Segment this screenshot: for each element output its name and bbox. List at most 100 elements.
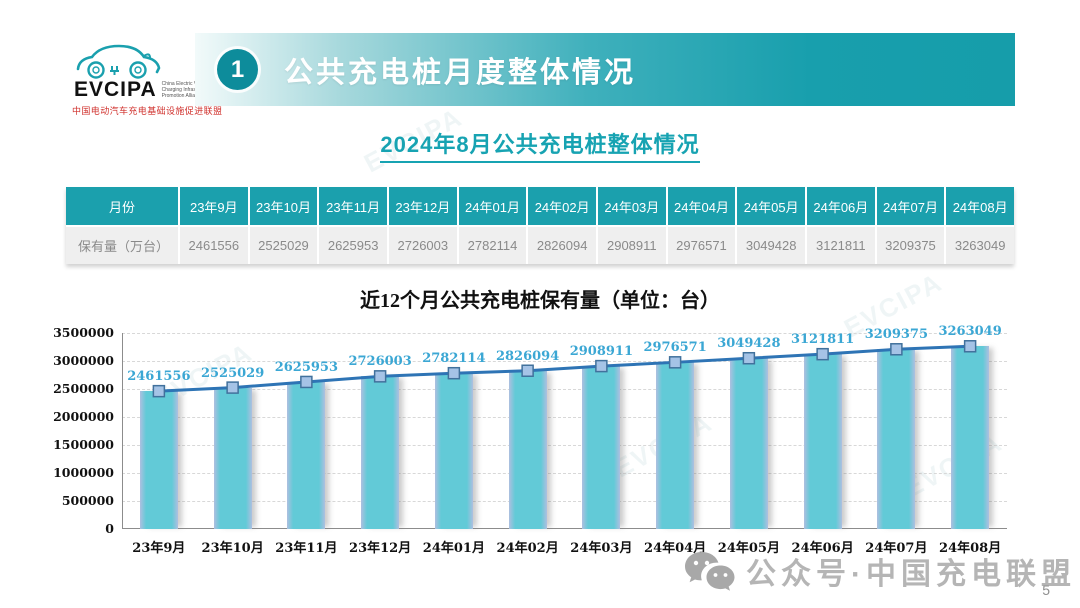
table-month-header: 24年03月: [597, 187, 666, 225]
x-axis-tick-label: 24年03月: [570, 541, 633, 556]
chart-line-marker: [742, 351, 756, 365]
plot-axes: [122, 333, 1007, 529]
chart-gridline: [122, 389, 1007, 390]
chart-line-marker: [447, 366, 461, 380]
footer-watermark-text: 公众号·中国充电联盟: [746, 558, 1076, 591]
section-header-band: 1 公共充电桩月度整体情况: [195, 33, 1015, 106]
page-subtitle: 2024年8月公共充电桩整体情况: [380, 127, 700, 163]
table-value-cell: 2782114: [458, 227, 527, 264]
chart-bar: [213, 387, 252, 529]
chart-bar: [656, 362, 695, 529]
chart-bar: [729, 358, 768, 529]
table-month-header: 23年11月: [319, 187, 387, 225]
table-corner-header: 月份: [66, 187, 178, 225]
table-month-header: 24年06月: [806, 187, 875, 225]
x-axis-tick-label: 24年01月: [422, 541, 485, 556]
chart-line-marker: [521, 364, 534, 377]
table-value-cell: 3049428: [737, 227, 805, 264]
page-number: 5: [1042, 582, 1050, 598]
chart-gridline: [122, 333, 1007, 334]
monthly-data-table: 月份 23年9月 23年10月 23年11月 23年12月 24年01月 24年02月 24…: [66, 187, 1014, 264]
y-axis-tick-label: 1000000: [53, 465, 114, 480]
chart-bar: [434, 373, 473, 529]
chart-line-marker: [816, 347, 829, 361]
chart-gridline: [122, 361, 1007, 362]
table-month-header: 23年9月: [180, 187, 248, 225]
table-month-header: 23年10月: [249, 187, 318, 225]
chart-line-marker: [890, 343, 903, 356]
y-axis-tick-label: 500000: [61, 493, 114, 508]
table-value-cell: 2461556: [180, 227, 248, 264]
x-axis-tick-label: 24年04月: [644, 541, 707, 556]
table-month-header: 24年02月: [528, 187, 596, 225]
table-month-header: 23年12月: [388, 187, 457, 225]
chart-title: 近12个月公共充电桩保有量（单位：台）: [360, 290, 720, 312]
chart-bar: [582, 366, 621, 529]
x-axis-tick-label: 24年07月: [865, 541, 928, 556]
y-axis-tick-label: 2500000: [53, 381, 114, 396]
logo-english-name: China Electric Vehicle Charging Infrastr…: [161, 81, 213, 99]
table-value-cell: 3209375: [876, 227, 945, 264]
footer-watermark: 公众号·中国充电联盟: [682, 548, 1076, 594]
chart-value-label: 2525029: [200, 365, 265, 381]
chart-value-label: 2782114: [422, 351, 486, 367]
chart-value-label: 2826094: [495, 348, 560, 364]
chart-value-label: 3209375: [864, 327, 929, 343]
x-axis-tick-label: 23年11月: [275, 541, 338, 556]
table-value-cell: 3263049: [946, 227, 1014, 264]
chart-line-marker: [963, 340, 977, 353]
x-axis-tick-label: 23年9月: [132, 541, 186, 556]
table-month-header: 24年01月: [458, 187, 527, 225]
chart-line-marker: [152, 384, 166, 398]
chart-value-label: 3121811: [790, 332, 855, 348]
section-title: 公共充电桩月度整体情况: [284, 56, 637, 89]
x-axis-tick-label: 23年12月: [349, 541, 412, 556]
y-axis-tick-label: 2000000: [53, 409, 114, 424]
chart-gridline: [122, 445, 1007, 446]
y-axis-tick-label: 1500000: [53, 437, 114, 452]
x-axis-tick-label: 24年06月: [791, 541, 854, 556]
chart-bar: [877, 349, 916, 529]
chart-value-label: 2726003: [348, 354, 412, 370]
chart-value-label: 2625953: [274, 359, 339, 375]
section-number-badge: 1: [217, 49, 258, 90]
table-value-cell: 2625953: [319, 227, 387, 264]
chart-trend-line: [152, 340, 977, 398]
x-axis-tick-label: 24年05月: [717, 541, 780, 556]
y-axis-tick-label: 0: [105, 521, 114, 536]
car-logo-icon: [76, 44, 161, 79]
table-row-label: 保有量（万台）: [66, 227, 178, 264]
chart-bar: [951, 346, 990, 529]
chart-value-label: 2908911: [569, 344, 634, 360]
table-month-header: 24年04月: [667, 187, 736, 225]
table-value-cell: 2976571: [667, 227, 736, 264]
chart-bar: [803, 354, 842, 529]
y-axis-tick-label: 3000000: [53, 353, 114, 368]
x-axis-tick-label: 24年08月: [939, 541, 1002, 556]
chart-gridline: [122, 417, 1007, 418]
logo-chinese-name: 中国电动汽车充电基础设施促进联盟: [72, 106, 223, 116]
evcipa-logo: EVCIPA China Electric Vehicle Charging I…: [68, 28, 238, 118]
table-value-cell: 2726003: [388, 227, 457, 264]
x-axis-tick-label: 24年02月: [496, 541, 559, 556]
chart-gridline: [122, 473, 1007, 474]
chart-bar: [287, 381, 326, 529]
chart-bar: [139, 391, 178, 529]
chart-value-label: 2976571: [643, 340, 707, 356]
table-value-cell: 3121811: [806, 227, 875, 264]
table-month-header: 24年08月: [946, 187, 1014, 225]
logo-acronym: EVCIPA: [74, 78, 157, 101]
chart-gridline: [122, 501, 1007, 502]
chart-bar: [508, 370, 547, 529]
chart-line-marker: [595, 359, 608, 373]
y-axis-tick-label: 3500000: [53, 325, 114, 340]
chart-value-label: 3263049: [938, 324, 1002, 340]
chart-bar: [361, 376, 400, 529]
table-month-header: 24年05月: [737, 187, 805, 225]
chart-value-label: 2461556: [127, 369, 191, 385]
chart-value-label: 3049428: [717, 336, 781, 352]
x-axis-tick-label: 23年10月: [201, 541, 264, 556]
table-value-cell: 2826094: [528, 227, 596, 264]
chart-line-marker: [300, 375, 313, 389]
